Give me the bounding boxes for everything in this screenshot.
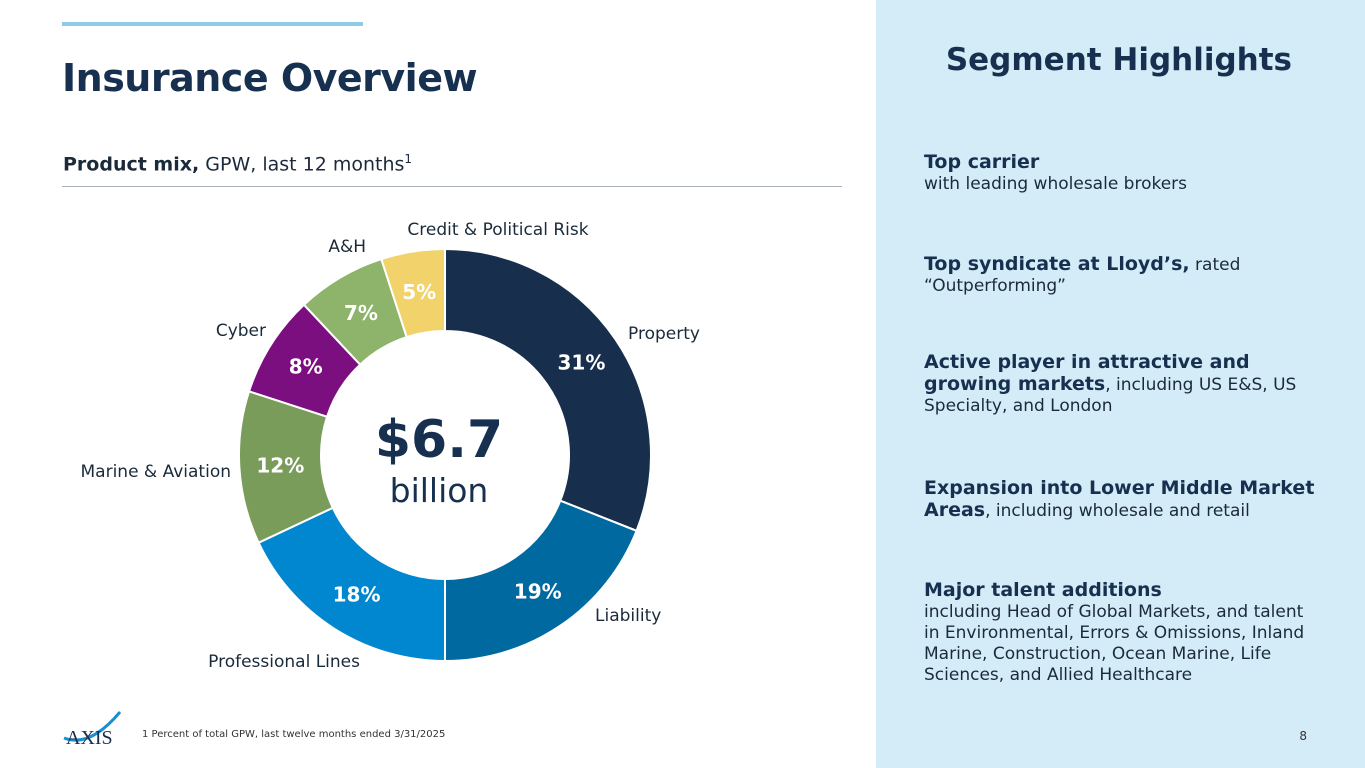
- highlight-top-syndicate: Top syndicate at Lloyd’s, rated “Outperf…: [924, 254, 1324, 297]
- center-unit: billion: [390, 471, 489, 510]
- highlight-text: with leading wholesale brokers: [924, 174, 1188, 194]
- slice-property: [444, 247, 652, 533]
- highlight-active-player: Active player in attractive and growing …: [924, 352, 1324, 417]
- center-value: $6.7: [375, 410, 503, 470]
- data-label-liability: 19%: [514, 579, 562, 603]
- highlight-text: rated “Outperforming”: [924, 255, 1241, 296]
- subtitle-rest: GPW, last 12 months: [199, 153, 405, 176]
- chart-subtitle: Product mix, GPW, last 12 months1: [63, 152, 412, 175]
- segment-highlights-panel: Segment Highlights Top carrier with lead…: [876, 0, 1365, 768]
- category-label-cyber: Cyber: [216, 321, 266, 341]
- highlight-talent-additions: Major talent additions including Head of…: [924, 580, 1324, 686]
- page-number: 8: [1299, 729, 1307, 743]
- axis-logo: AXIS: [63, 711, 122, 749]
- data-label-cyber: 8%: [289, 355, 323, 379]
- highlight-bold: Major talent additions: [924, 579, 1162, 601]
- highlight-bold: Expansion into Lower Middle Market Areas: [924, 477, 1315, 521]
- subtitle-divider: [62, 186, 842, 187]
- logo-text: AXIS: [66, 727, 113, 749]
- subtitle-bold: Product mix,: [63, 153, 200, 176]
- highlight-bold: Active player in attractive and growing …: [924, 351, 1250, 395]
- category-label-credit-and-political-risk: Credit & Political Risk: [407, 220, 588, 240]
- highlight-text: , including wholesale and retail: [985, 501, 1250, 521]
- page-title: Insurance Overview: [62, 56, 478, 100]
- category-label-aandh: A&H: [328, 237, 366, 257]
- category-label-liability: Liability: [595, 606, 661, 626]
- data-label-professional-lines: 18%: [333, 582, 381, 606]
- panel-title: Segment Highlights: [945, 42, 1292, 78]
- category-label-marine-and-aviation: Marine & Aviation: [81, 462, 232, 482]
- highlight-top-carrier: Top carrier with leading wholesale broke…: [924, 152, 1324, 195]
- slice-credit-and-political-risk: [380, 247, 446, 339]
- title-accent-rule: [62, 22, 363, 26]
- data-label-marine-and-aviation: 12%: [256, 453, 304, 477]
- category-label-professional-lines: Professional Lines: [208, 652, 360, 672]
- slice-liability: [444, 499, 638, 663]
- highlight-text: including Head of Global Markets, and ta…: [924, 602, 1305, 685]
- category-label-property: Property: [628, 324, 700, 344]
- highlight-text: , including US E&S, US Specialty, and Lo…: [924, 375, 1297, 416]
- footnote: 1 Percent of total GPW, last twelve mont…: [142, 729, 446, 740]
- subtitle-footnote-mark: 1: [404, 152, 413, 166]
- highlight-bold: Top syndicate at Lloyd’s,: [924, 253, 1190, 275]
- data-label-property: 31%: [558, 350, 606, 374]
- data-label-aandh: 7%: [344, 301, 378, 325]
- logo-swoosh: [63, 711, 122, 742]
- data-label-credit-and-political-risk: 5%: [402, 280, 436, 304]
- highlight-expansion: Expansion into Lower Middle Market Areas…: [924, 478, 1324, 522]
- highlight-bold: Top carrier: [924, 151, 1040, 173]
- donut-chart: 31% Property 19% Liability 18% Professional L…: [81, 220, 700, 672]
